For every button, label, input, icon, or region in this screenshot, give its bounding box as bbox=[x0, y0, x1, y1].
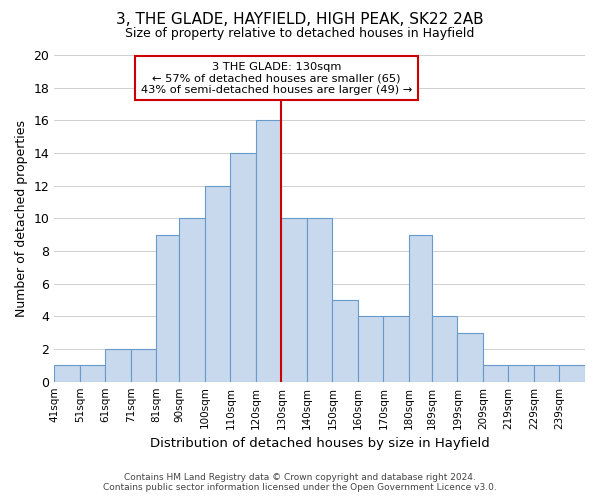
Bar bbox=[508, 366, 534, 382]
Bar bbox=[307, 218, 332, 382]
Text: Size of property relative to detached houses in Hayfield: Size of property relative to detached ho… bbox=[125, 28, 475, 40]
Text: 3 THE GLADE: 130sqm
← 57% of detached houses are smaller (65)
43% of semi-detach: 3 THE GLADE: 130sqm ← 57% of detached ho… bbox=[140, 62, 412, 94]
Bar bbox=[409, 234, 432, 382]
Bar bbox=[483, 366, 508, 382]
Bar bbox=[230, 153, 256, 382]
Text: 3, THE GLADE, HAYFIELD, HIGH PEAK, SK22 2AB: 3, THE GLADE, HAYFIELD, HIGH PEAK, SK22 … bbox=[116, 12, 484, 28]
Bar bbox=[80, 366, 106, 382]
Bar bbox=[432, 316, 457, 382]
Bar bbox=[534, 366, 559, 382]
Bar bbox=[358, 316, 383, 382]
Text: Contains HM Land Registry data © Crown copyright and database right 2024.
Contai: Contains HM Land Registry data © Crown c… bbox=[103, 473, 497, 492]
Bar bbox=[131, 349, 157, 382]
X-axis label: Distribution of detached houses by size in Hayfield: Distribution of detached houses by size … bbox=[150, 437, 490, 450]
Bar bbox=[179, 218, 205, 382]
Bar bbox=[205, 186, 230, 382]
Y-axis label: Number of detached properties: Number of detached properties bbox=[15, 120, 28, 317]
Bar bbox=[332, 300, 358, 382]
Bar bbox=[106, 349, 131, 382]
Bar bbox=[157, 234, 179, 382]
Bar bbox=[54, 366, 80, 382]
Bar bbox=[559, 366, 585, 382]
Bar bbox=[383, 316, 409, 382]
Bar bbox=[281, 218, 307, 382]
Bar bbox=[256, 120, 281, 382]
Bar bbox=[457, 332, 483, 382]
